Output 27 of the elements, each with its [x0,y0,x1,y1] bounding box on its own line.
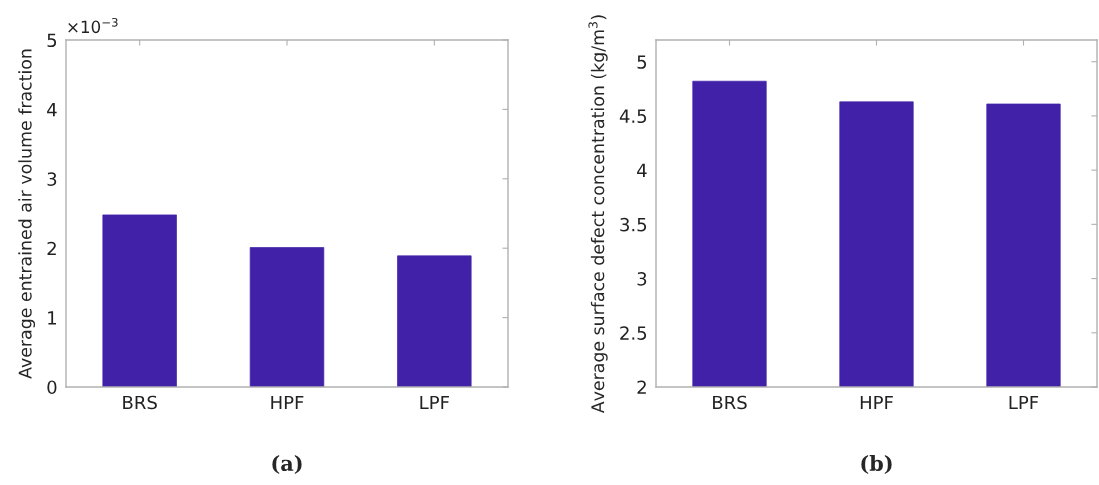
y-axis-title: Average surface defect concentration (kg/m$^{3}$) [588,15,608,414]
x-tick-label: HPF [860,395,893,410]
x-tick-label: LPF [420,395,449,410]
y-axis-title: Average entrained air volume fraction [18,49,36,379]
y-tick-label: 3.5 [620,217,647,232]
y-tick-label: 5 [47,33,57,48]
x-tick-label: HPF [271,395,304,410]
y-tick-label: 5 [637,55,647,69]
x-tick-label: BRS [713,395,747,410]
bar [102,214,177,387]
y-tick-label: 2 [637,380,646,394]
text: (b) [861,454,892,474]
y-tick-label: 0 [47,380,57,395]
x-tick-label: BRS [123,395,157,410]
y-tick-label: 4 [637,163,647,177]
y-tick-label: 4 [47,103,57,117]
bar [397,255,472,387]
y-tick-label: 2.5 [620,326,647,340]
y-tick-label: 4.5 [619,109,647,124]
y-tick-label: 1 [48,311,56,325]
text: (a) [272,454,302,474]
y-tick-label: 2 [47,241,56,256]
text: ×10$^{−3}$ [68,17,118,34]
bar [249,247,325,387]
y-tick-label: 3 [637,272,647,286]
y-tick-label: 3 [47,172,57,186]
x-tick-label: LPF [1009,395,1039,410]
